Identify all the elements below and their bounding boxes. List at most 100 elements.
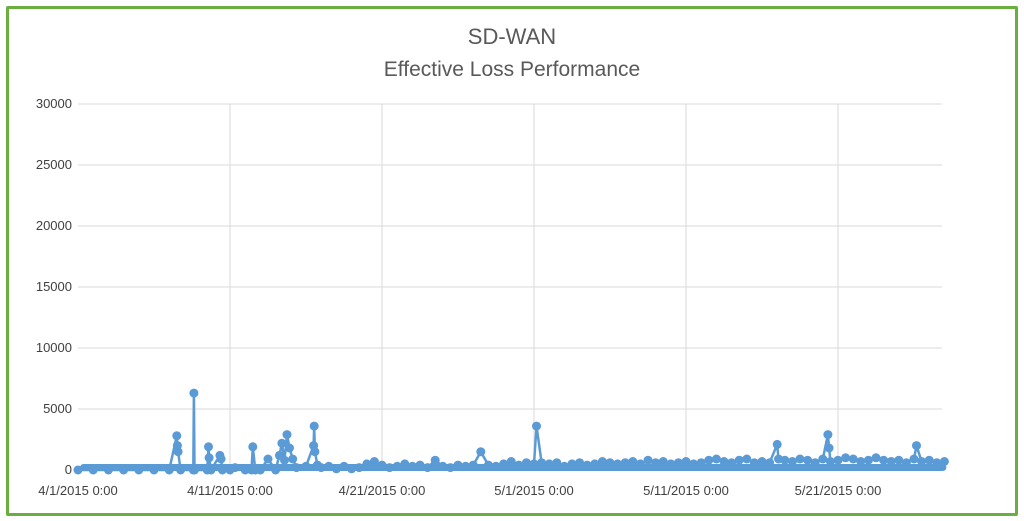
data-point [681, 457, 691, 466]
data-point [939, 457, 949, 466]
data-point [818, 454, 828, 464]
data-point [879, 455, 889, 465]
data-point [757, 457, 767, 466]
data-point [499, 459, 509, 469]
data-point [567, 459, 577, 469]
data-point [176, 465, 186, 475]
data-point [514, 460, 524, 470]
data-point [901, 458, 911, 468]
data-point [597, 457, 607, 466]
data-point [711, 454, 721, 464]
data-point [727, 458, 737, 468]
data-point [103, 465, 113, 475]
data-point [423, 463, 433, 473]
data-point [217, 465, 227, 475]
data-point [415, 460, 425, 470]
data-point [643, 455, 653, 465]
data-point [292, 463, 301, 473]
data-point [529, 459, 539, 469]
data-point [331, 464, 341, 474]
data-point [483, 460, 493, 470]
y-tick-label: 0 [65, 462, 72, 477]
data-point [795, 454, 805, 464]
y-tick-label: 25000 [36, 157, 72, 172]
data-point [772, 439, 782, 449]
chart-title: SD-WAN [468, 24, 556, 49]
data-point [339, 461, 349, 471]
chart-subtitle: Effective Loss Performance [384, 58, 640, 81]
data-point [559, 461, 569, 471]
data-point [917, 457, 927, 466]
data-point [277, 438, 287, 448]
data-point [309, 421, 319, 431]
y-tick-label: 30000 [36, 96, 72, 111]
data-point [704, 455, 714, 465]
data-point [673, 458, 683, 468]
data-point [666, 459, 676, 469]
data-point [362, 459, 372, 469]
data-point [354, 463, 364, 473]
y-tick-label: 20000 [36, 218, 72, 233]
data-point [719, 457, 729, 466]
data-point [173, 447, 183, 457]
y-tick-label: 10000 [36, 340, 72, 355]
data-point [134, 465, 144, 475]
data-point [823, 430, 833, 440]
data-point [204, 453, 214, 463]
data-point [461, 461, 471, 471]
data-point [871, 453, 881, 463]
data-point [385, 463, 395, 473]
data-point [347, 464, 357, 474]
data-point [787, 457, 797, 466]
data-point [285, 443, 294, 453]
data-point [263, 454, 273, 464]
x-tick-label: 4/11/2015 0:00 [187, 483, 273, 498]
data-point [407, 461, 417, 471]
data-point [377, 460, 387, 470]
x-tick-label: 5/11/2015 0:00 [643, 483, 729, 498]
data-point [438, 461, 448, 471]
data-point [582, 460, 592, 470]
data-point [658, 457, 668, 466]
data-point [810, 458, 820, 468]
data-point [635, 459, 645, 469]
data-point [369, 457, 379, 466]
data-point [164, 465, 174, 475]
chart-frame [6, 6, 1018, 516]
data-point [803, 455, 813, 465]
data-point [742, 454, 752, 464]
data-point [749, 458, 759, 468]
y-tick-label: 15000 [36, 279, 72, 294]
data-point [316, 463, 326, 473]
data-point [324, 461, 334, 471]
data-point [216, 454, 226, 464]
data-point [476, 447, 486, 457]
data-point [780, 455, 790, 465]
data-point [833, 455, 843, 465]
data-point [734, 455, 744, 465]
x-tick-label: 4/21/2015 0:00 [339, 483, 426, 498]
data-point [924, 455, 934, 465]
data-point [856, 457, 866, 466]
data-point [189, 388, 199, 398]
data-point [400, 459, 410, 469]
data-point [848, 454, 858, 464]
data-point [841, 453, 851, 463]
data-point [255, 465, 265, 475]
data-point [172, 431, 182, 441]
data-point [119, 465, 129, 475]
data-point [894, 455, 904, 465]
series-loss [73, 388, 949, 475]
data-point [204, 442, 213, 452]
data-point [280, 455, 289, 465]
data-point [575, 458, 585, 468]
data-point [468, 460, 478, 470]
x-tick-label: 5/1/2015 0:00 [494, 483, 574, 498]
data-point [73, 465, 83, 475]
data-point [445, 463, 455, 473]
data-point [532, 421, 541, 431]
data-point [206, 465, 216, 475]
data-point [506, 457, 516, 466]
data-point [590, 459, 600, 469]
